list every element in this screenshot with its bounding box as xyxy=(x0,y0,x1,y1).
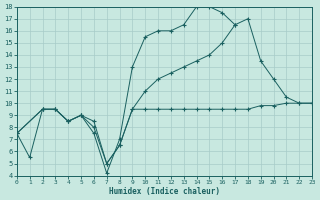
X-axis label: Humidex (Indice chaleur): Humidex (Indice chaleur) xyxy=(109,187,220,196)
